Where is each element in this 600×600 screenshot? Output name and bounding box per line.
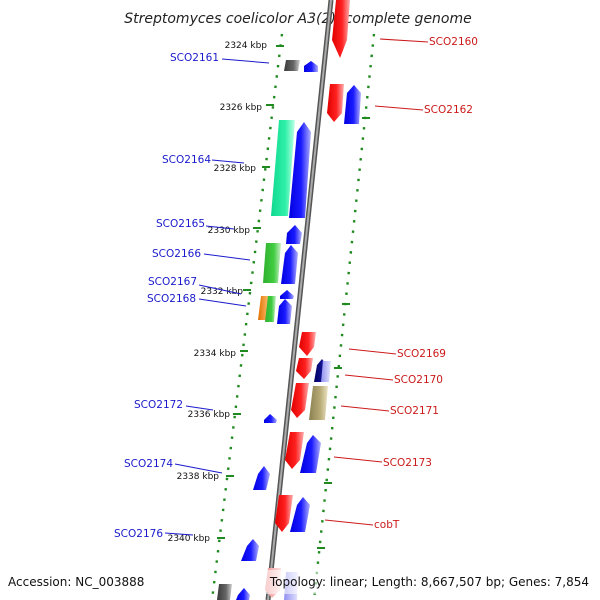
gene-bottom-blue[interactable] xyxy=(236,588,250,600)
kbp-label: 2330 kbp xyxy=(208,226,251,236)
gene-sco2161[interactable] xyxy=(284,60,300,71)
label-sco2162[interactable]: SCO2162 xyxy=(424,104,473,116)
label-sco2172[interactable]: SCO2172 xyxy=(134,399,183,411)
gene-sco2176[interactable] xyxy=(241,539,259,561)
gene-labels-left: SCO2161 SCO2164 SCO2165 SCO2166 SCO2167 … xyxy=(114,52,219,540)
gene-cobt[interactable] xyxy=(275,495,293,532)
label-sco2160[interactable]: SCO2160 xyxy=(429,36,478,48)
scale-border-right xyxy=(312,33,376,600)
kbp-label: 2336 kbp xyxy=(188,410,231,420)
label-sco2166[interactable]: SCO2166 xyxy=(152,248,201,260)
label-cobt[interactable]: cobT xyxy=(374,519,400,531)
footer-info-backdrop xyxy=(265,570,600,594)
kbp-label: 2338 kbp xyxy=(177,472,220,482)
kbp-labels: 2324 kbp 2326 kbp 2328 kbp 2330 kbp 2332… xyxy=(168,41,268,544)
gene-sco2174[interactable] xyxy=(253,466,270,490)
gene-sco2162-b[interactable] xyxy=(344,85,361,124)
gene-labels-right: SCO2160 SCO2162 SCO2169 SCO2170 SCO2171 … xyxy=(374,36,478,531)
genome-info-text: Topology: linear; Length: 8,667,507 bp; … xyxy=(269,575,589,589)
gene-sco2171-red[interactable] xyxy=(291,383,309,418)
label-sco2173[interactable]: SCO2173 xyxy=(383,457,432,469)
kbp-label: 2324 kbp xyxy=(225,41,268,51)
label-sco2168[interactable]: SCO2168 xyxy=(147,293,196,305)
map-title: Streptomyces coelicolor A3(2), complete … xyxy=(124,11,472,27)
gene-sco2166-b[interactable] xyxy=(281,245,298,284)
gene-bottom-grey[interactable] xyxy=(217,584,232,600)
gene-sco2160[interactable] xyxy=(332,0,350,58)
label-sco2170[interactable]: SCO2170 xyxy=(394,374,443,386)
gene-sco2166[interactable] xyxy=(263,243,281,283)
kbp-label: 2340 kbp xyxy=(168,534,211,544)
gene-sco2164-b[interactable] xyxy=(289,122,311,218)
gene-sco2164[interactable] xyxy=(271,120,295,216)
label-sco2165[interactable]: SCO2165 xyxy=(156,218,205,230)
gene-small-blue-1[interactable] xyxy=(304,61,318,72)
label-sco2164[interactable]: SCO2164 xyxy=(162,154,211,166)
gene-sco2167[interactable] xyxy=(280,290,294,299)
gene-sco2170-red[interactable] xyxy=(296,358,313,379)
kbp-label: 2332 kbp xyxy=(201,287,244,297)
label-sco2174[interactable]: SCO2174 xyxy=(124,458,173,470)
scale-border-left xyxy=(210,33,284,600)
label-sco2169[interactable]: SCO2169 xyxy=(397,348,446,360)
callouts-left xyxy=(164,58,270,536)
gene-sco2170-grey[interactable] xyxy=(321,361,331,382)
gene-sco2162-a[interactable] xyxy=(327,84,344,122)
kbp-label: 2334 kbp xyxy=(194,349,237,359)
gene-sco2169[interactable] xyxy=(299,332,316,356)
scale-ticks xyxy=(217,45,370,549)
accession-text: Accession: NC_003888 xyxy=(8,575,144,589)
gene-cobt-b[interactable] xyxy=(290,497,310,532)
gene-features xyxy=(217,0,361,600)
label-sco2171[interactable]: SCO2171 xyxy=(390,405,439,417)
gene-sco2172[interactable] xyxy=(264,414,277,423)
label-sco2167[interactable]: SCO2167 xyxy=(148,276,197,288)
gene-sco2173-red[interactable] xyxy=(285,432,304,469)
gene-sco2165[interactable] xyxy=(286,225,302,244)
gene-sco2168-green[interactable] xyxy=(265,296,276,322)
gene-sco2168[interactable] xyxy=(277,299,292,324)
gene-sco2171[interactable] xyxy=(309,386,328,420)
callouts-right xyxy=(324,38,429,526)
label-sco2176[interactable]: SCO2176 xyxy=(114,528,163,540)
gene-sco2173[interactable] xyxy=(300,435,321,473)
kbp-label: 2326 kbp xyxy=(220,103,263,113)
label-sco2161[interactable]: SCO2161 xyxy=(170,52,219,64)
kbp-label: 2328 kbp xyxy=(214,164,257,174)
